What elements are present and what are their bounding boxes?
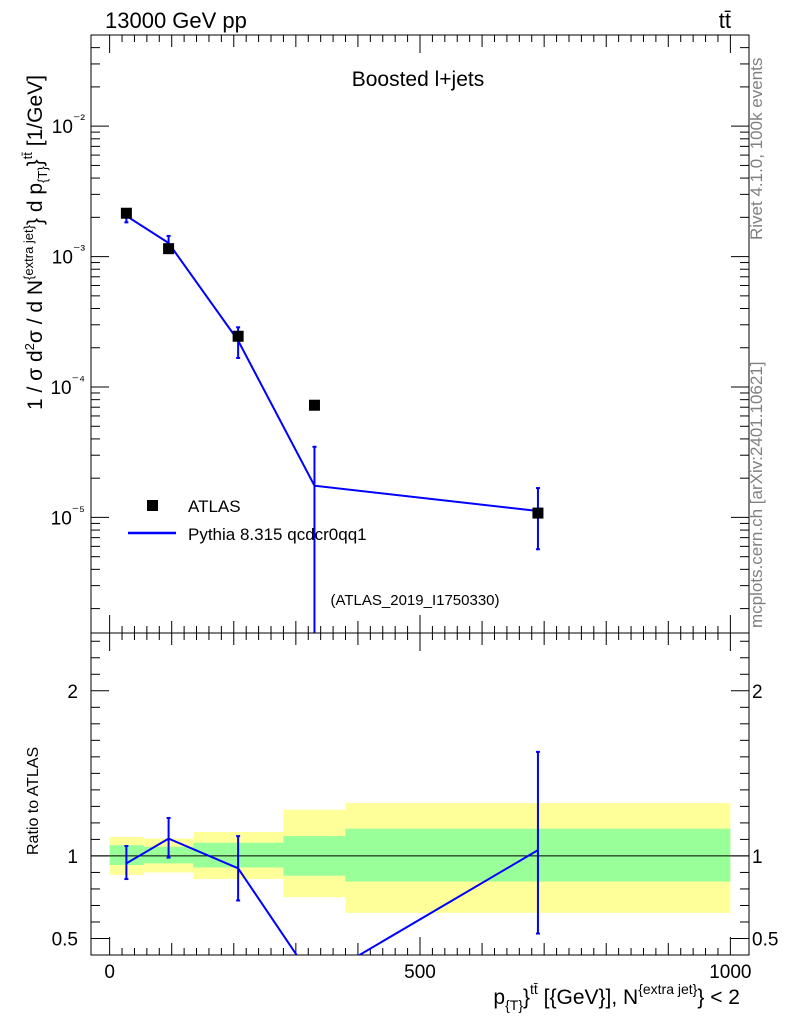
energy-label: 13000 GeV pp [105,8,247,33]
atlas-data-point [163,243,175,255]
main-y-tick-label: 10⁻⁴ [50,372,85,399]
legend-pythia-label: Pythia 8.315 qcdcr0qq1 [188,525,367,544]
x-axis-label: p{T}}tt̄ [{GeV}], N{extra jet}} < 2 [493,981,740,1013]
atlas-data-point [232,330,244,342]
legend: ATLAS Pythia 8.315 qcdcr0qq1 [128,497,367,544]
x-tick-label: 0 [104,962,115,983]
pythia-series-line [125,215,539,513]
atlas-data-point [120,207,132,219]
ratio-y-tick-label-right: 0.5 [752,929,778,950]
analysis-watermark: (ATLAS_2019_I1750330) [330,592,499,609]
legend-atlas-label: ATLAS [188,497,241,516]
x-tick-label: 500 [404,962,436,983]
mcplots-label: mcplots.cern.ch [arXiv:2401.10621] [747,362,766,628]
atlas-data-point [308,399,320,411]
ratio-panel-data [124,750,540,955]
ratio-y-tick-label-right: 1 [752,847,763,868]
ratio-y-tick-label-left: 2 [67,682,78,703]
main-y-tick-label: 10⁻³ [52,242,86,269]
ratio-y-tick-label-right: 2 [752,682,763,703]
rivet-label: Rivet 4.1.0, 100k events [747,58,766,240]
main-y-tick-label: 10⁻² [52,111,86,138]
legend-atlas-marker [147,500,158,511]
ratio-y-tick-label-left: 0.5 [52,929,78,950]
atlas-data-point [532,507,544,519]
process-label: tt̄ [719,8,731,33]
main-panel-data [120,207,544,633]
main-title: Boosted l+jets [352,68,485,91]
main-panel-axes: 10⁻² 10⁻³ 10⁻⁴ 10⁻⁵ [50,34,750,634]
x-tick-label: 1000 [709,962,751,983]
ratio-y-axis-label: Ratio to ATLAS [25,747,42,855]
ratio-y-tick-label-left: 1 [67,847,78,868]
ratio-uncertainty-bands [109,803,731,913]
main-y-axis-label: 1 / σ d2σ / d N{extra jet}} d p{T}}tt̄ [… [20,75,50,410]
main-y-tick-label: 10⁻⁵ [51,502,85,529]
